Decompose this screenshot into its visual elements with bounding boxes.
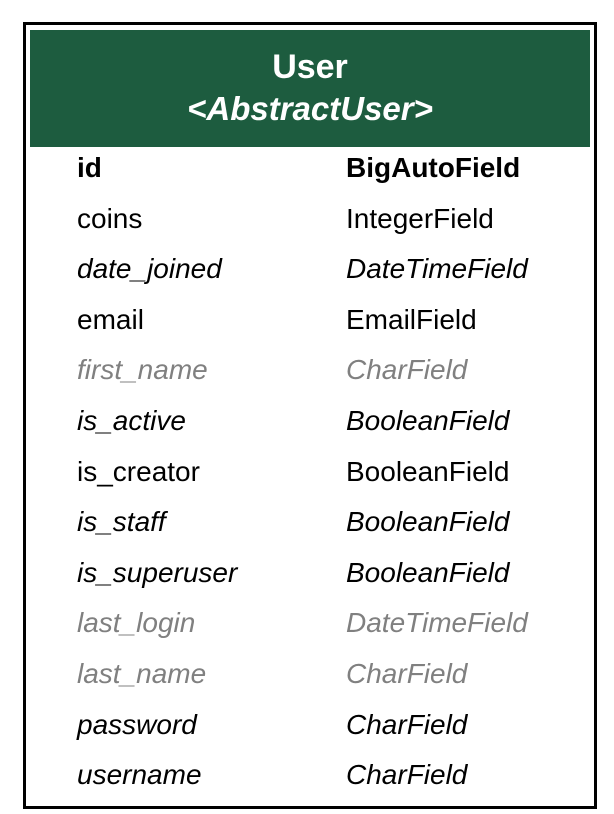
field-row: is_creator BooleanField <box>26 447 594 498</box>
field-name: first_name <box>77 354 208 386</box>
field-name: last_login <box>77 607 196 639</box>
field-name: coins <box>77 202 143 234</box>
field-row: username CharField <box>26 750 594 801</box>
field-name: date_joined <box>77 253 222 285</box>
field-row: is_staff BooleanField <box>26 497 594 548</box>
model-header: User <AbstractUser> <box>30 30 590 147</box>
field-type: BigAutoField <box>346 152 521 183</box>
field-type: DateTimeField <box>346 253 528 285</box>
field-name: is_staff <box>77 506 166 538</box>
model-parent: <AbstractUser> <box>187 90 433 127</box>
field-row: id BigAutoField <box>26 143 594 194</box>
field-type: BooleanField <box>346 506 510 538</box>
field-type: CharField <box>346 708 468 740</box>
field-name: username <box>77 759 202 791</box>
field-name: id <box>77 152 102 183</box>
field-row: last_name CharField <box>26 649 594 700</box>
field-name: is_active <box>77 404 186 436</box>
field-name: is_superuser <box>77 556 238 588</box>
field-type: BooleanField <box>346 404 510 436</box>
field-row: last_login DateTimeField <box>26 598 594 649</box>
field-row: first_name CharField <box>26 345 594 396</box>
field-type: CharField <box>346 759 468 791</box>
field-row: coins IntegerField <box>26 194 594 245</box>
field-type: DateTimeField <box>346 607 528 639</box>
field-row: email EmailField <box>26 295 594 346</box>
field-row: is_superuser BooleanField <box>26 548 594 599</box>
model-name: User <box>272 48 348 86</box>
field-row: password CharField <box>26 700 594 751</box>
field-row: date_joined DateTimeField <box>26 244 594 295</box>
field-row: is_active BooleanField <box>26 396 594 447</box>
field-type: BooleanField <box>346 455 510 487</box>
model-box-user: User <AbstractUser> id BigAutoField coin… <box>23 22 597 809</box>
field-name: last_name <box>77 657 207 689</box>
field-name: email <box>77 303 144 335</box>
field-list: id BigAutoField coins IntegerField date_… <box>26 143 594 801</box>
field-name: is_creator <box>77 455 200 487</box>
field-type: CharField <box>346 354 468 386</box>
field-type: CharField <box>346 657 468 689</box>
field-type: IntegerField <box>346 202 494 234</box>
field-type: EmailField <box>346 303 477 335</box>
field-type: BooleanField <box>346 556 510 588</box>
field-name: password <box>77 708 197 740</box>
